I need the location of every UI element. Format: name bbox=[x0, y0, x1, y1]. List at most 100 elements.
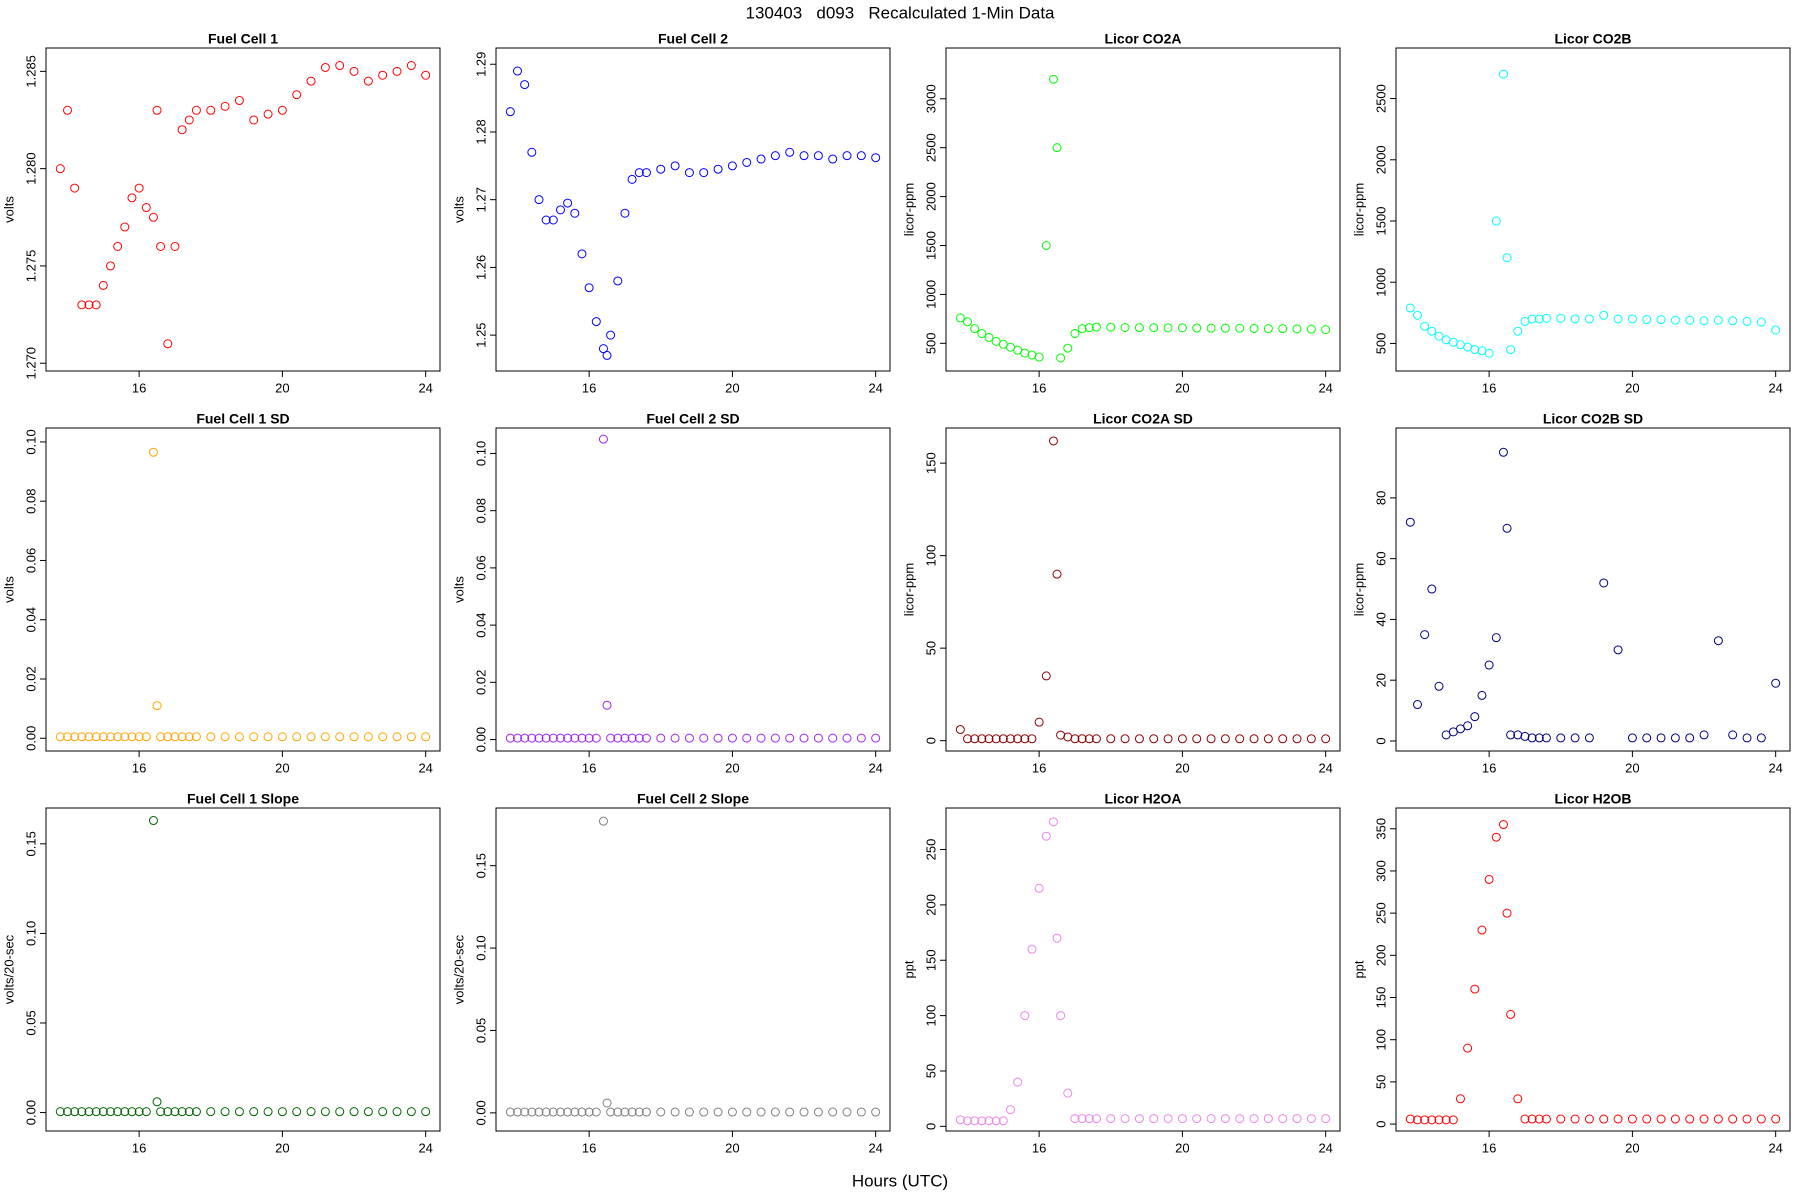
data-point bbox=[1206, 1114, 1216, 1124]
plot-frame bbox=[495, 427, 891, 752]
data-point bbox=[962, 1116, 972, 1126]
data-point bbox=[152, 701, 162, 711]
data-point bbox=[1321, 1114, 1331, 1124]
data-point bbox=[349, 1107, 359, 1117]
y-axis-label: licor-ppm bbox=[901, 183, 916, 236]
data-point bbox=[1177, 323, 1187, 333]
data-point bbox=[620, 733, 630, 743]
data-point bbox=[842, 733, 852, 743]
data-point bbox=[1292, 734, 1302, 744]
data-point bbox=[1534, 1114, 1544, 1124]
data-point bbox=[1052, 143, 1062, 153]
x-tick-label: 24 bbox=[418, 760, 432, 775]
data-point bbox=[1627, 314, 1637, 324]
data-point bbox=[77, 1107, 87, 1117]
y-tick-label: 250 bbox=[1373, 902, 1388, 924]
x-tick-label: 20 bbox=[275, 1140, 289, 1155]
y-tick-label: 0.04 bbox=[23, 607, 38, 632]
data-point bbox=[156, 732, 166, 742]
data-point bbox=[105, 1107, 115, 1117]
data-point bbox=[277, 1107, 287, 1117]
data-point bbox=[602, 700, 612, 710]
x-axis-label: Hours (UTC) bbox=[852, 1171, 948, 1190]
y-tick-label: 1.26 bbox=[473, 255, 488, 280]
x-tick-label: 20 bbox=[275, 760, 289, 775]
data-point bbox=[842, 151, 852, 161]
panel: Licor H2OA ppt 16 20 24 0 50 100 150 200 250 bbox=[901, 791, 1341, 1155]
data-point bbox=[1120, 322, 1130, 332]
data-point bbox=[548, 1107, 558, 1117]
data-point bbox=[127, 193, 137, 203]
data-point bbox=[1292, 324, 1302, 334]
data-point bbox=[641, 168, 651, 178]
data-point bbox=[141, 203, 151, 213]
data-point bbox=[1713, 315, 1723, 325]
data-point bbox=[606, 733, 616, 743]
data-point bbox=[1041, 671, 1051, 681]
data-point bbox=[1527, 314, 1537, 324]
data-point bbox=[534, 195, 544, 205]
data-point bbox=[1052, 933, 1062, 943]
y-tick-label: 3000 bbox=[923, 84, 938, 113]
data-point bbox=[1091, 734, 1101, 744]
data-point bbox=[1070, 1114, 1080, 1124]
data-point bbox=[335, 732, 345, 742]
data-point bbox=[548, 733, 558, 743]
data-point bbox=[55, 732, 65, 742]
x-tick-label: 16 bbox=[132, 760, 146, 775]
data-point bbox=[392, 66, 402, 76]
data-point bbox=[713, 1107, 723, 1117]
data-point bbox=[1477, 925, 1487, 935]
data-point bbox=[62, 105, 72, 115]
y-tick-label: 0.04 bbox=[473, 612, 488, 637]
x-tick-label: 20 bbox=[1625, 760, 1639, 775]
data-point bbox=[335, 1107, 345, 1117]
y-axis-label: volts bbox=[451, 196, 466, 223]
data-point bbox=[1502, 253, 1512, 263]
data-point bbox=[842, 1107, 852, 1117]
data-point bbox=[1556, 1114, 1566, 1124]
data-point bbox=[1041, 831, 1051, 841]
data-point bbox=[1541, 733, 1551, 743]
data-point bbox=[98, 280, 108, 290]
y-tick-label: 0.00 bbox=[23, 726, 38, 751]
data-point bbox=[856, 733, 866, 743]
data-point bbox=[249, 115, 259, 125]
data-point bbox=[91, 1107, 101, 1117]
data-point bbox=[1756, 733, 1766, 743]
data-point bbox=[84, 300, 94, 310]
data-point bbox=[1048, 74, 1058, 84]
data-point bbox=[1541, 313, 1551, 323]
data-point bbox=[1106, 322, 1116, 332]
data-point bbox=[684, 1107, 694, 1117]
data-point bbox=[512, 733, 522, 743]
x-tick-label: 16 bbox=[132, 380, 146, 395]
y-tick-label: 500 bbox=[923, 332, 938, 354]
data-point bbox=[1405, 1114, 1415, 1124]
data-point bbox=[799, 151, 809, 161]
data-point bbox=[1742, 316, 1752, 326]
y-tick-label: 0.08 bbox=[23, 489, 38, 514]
data-point bbox=[991, 1116, 1001, 1126]
data-point bbox=[1220, 734, 1230, 744]
data-point bbox=[1670, 1114, 1680, 1124]
data-point bbox=[670, 733, 680, 743]
x-tick-label: 20 bbox=[275, 380, 289, 395]
data-point bbox=[363, 732, 373, 742]
data-point bbox=[152, 105, 162, 115]
data-point bbox=[220, 1107, 230, 1117]
y-tick-label: 0.10 bbox=[23, 429, 38, 454]
panel-title: Licor H2OB bbox=[1554, 791, 1631, 807]
y-axis-label: licor-ppm bbox=[901, 563, 916, 616]
data-point bbox=[62, 732, 72, 742]
x-tick-label: 24 bbox=[868, 760, 882, 775]
data-point bbox=[62, 1107, 72, 1117]
data-point bbox=[263, 109, 273, 119]
data-point bbox=[249, 732, 259, 742]
data-point bbox=[1534, 314, 1544, 324]
y-tick-label: 0 bbox=[923, 737, 938, 744]
data-point bbox=[1498, 820, 1508, 830]
data-point bbox=[234, 1107, 244, 1117]
data-point bbox=[684, 168, 694, 178]
